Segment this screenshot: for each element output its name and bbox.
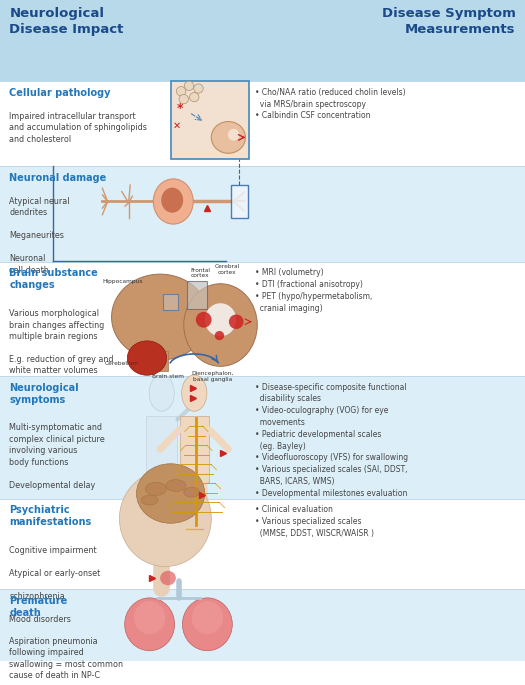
Bar [0, 82, 525, 166]
Bar [146, 416, 177, 489]
Bar [0, 0, 525, 82]
Text: Brain substance
changes: Brain substance changes [9, 269, 98, 290]
Ellipse shape [229, 314, 244, 329]
Ellipse shape [149, 375, 174, 411]
Text: Neurological
symptoms: Neurological symptoms [9, 382, 79, 405]
Text: Hippocampus: Hippocampus [102, 279, 143, 284]
Ellipse shape [125, 598, 175, 651]
Ellipse shape [134, 601, 165, 634]
Ellipse shape [136, 464, 205, 523]
Text: Frontal
cortex: Frontal cortex [191, 268, 211, 279]
Text: Aspiration pneumonia
following impaired
swallowing = most common
cause of death : Aspiration pneumonia following impaired … [9, 637, 123, 680]
Ellipse shape [194, 84, 203, 93]
Text: Premature
death: Premature death [9, 596, 68, 618]
Ellipse shape [141, 495, 158, 505]
Text: Cognitive impairment

Atypical or early-onset

schizophrenia

Mood disorders: Cognitive impairment Atypical or early-o… [9, 547, 101, 624]
Ellipse shape [182, 375, 207, 411]
Text: Diencephalon,
basal ganglia: Diencephalon, basal ganglia [192, 371, 234, 382]
Ellipse shape [153, 179, 193, 224]
Ellipse shape [190, 92, 199, 102]
Text: Atypical neural
dendrites

Meganeurites

Neuronal
cell death: Atypical neural dendrites Meganeurites N… [9, 197, 70, 275]
Ellipse shape [228, 129, 239, 140]
Ellipse shape [192, 601, 223, 634]
Bar [171, 82, 249, 158]
Ellipse shape [176, 86, 186, 96]
Text: ✕: ✕ [172, 121, 181, 131]
Text: • Disease-specific composite functional
  disability scales
• Video-oculography : • Disease-specific composite functional … [255, 382, 408, 498]
Text: Disease Symptom
Measurements: Disease Symptom Measurements [382, 7, 516, 36]
Text: Cellular pathology: Cellular pathology [9, 88, 111, 98]
Ellipse shape [184, 82, 194, 90]
Ellipse shape [127, 341, 166, 375]
Bar [0, 589, 525, 660]
Bar [0, 376, 525, 499]
Ellipse shape [179, 95, 188, 103]
Text: Psychiatric
manifestations: Psychiatric manifestations [9, 506, 92, 527]
Ellipse shape [211, 121, 246, 153]
Ellipse shape [183, 598, 232, 651]
Bar [0, 262, 525, 376]
Text: Various morphological
brain changes affecting
multiple brain regions

E.g. reduc: Various morphological brain changes affe… [9, 309, 114, 375]
Ellipse shape [160, 571, 176, 585]
Bar [0, 499, 525, 589]
Ellipse shape [205, 303, 236, 336]
Bar [187, 282, 207, 309]
Ellipse shape [161, 188, 183, 213]
Ellipse shape [184, 284, 257, 366]
Ellipse shape [215, 331, 224, 340]
Text: Multi-symptomatic and
complex clinical picture
involving various
body functions
: Multi-symptomatic and complex clinical p… [9, 423, 105, 490]
Bar [158, 351, 168, 371]
Text: • Clinical evaluation
• Various specialized scales
  (MMSE, DDST, WISCR/WAISR ): • Clinical evaluation • Various speciali… [255, 506, 374, 538]
Text: Cerebellum: Cerebellum [105, 361, 139, 366]
Bar [0, 166, 525, 262]
Text: *: * [176, 102, 183, 115]
Bar [180, 416, 209, 482]
Text: Brain stem: Brain stem [152, 374, 184, 379]
Ellipse shape [166, 479, 186, 492]
Text: • Cho/NAA ratio (reduced cholin levels)
  via MRS/brain spectroscopy
• Calbindin: • Cho/NAA ratio (reduced cholin levels) … [255, 88, 405, 121]
Ellipse shape [120, 471, 211, 566]
Ellipse shape [184, 487, 200, 497]
Bar [231, 185, 248, 218]
Text: Impaired intracellular transport
and accumulation of sphingolipids
and cholester: Impaired intracellular transport and acc… [9, 112, 148, 144]
Ellipse shape [111, 274, 209, 360]
Text: • MRI (volumetry)
• DTI (fractional anisotropy)
• PET (hypo/hypermetabolism,
  c: • MRI (volumetry) • DTI (fractional anis… [255, 269, 372, 312]
Text: Cerebral
cortex: Cerebral cortex [214, 264, 239, 275]
Text: Neurological
Disease Impact: Neurological Disease Impact [9, 7, 124, 36]
Ellipse shape [145, 482, 166, 495]
Text: Neuronal damage: Neuronal damage [9, 173, 107, 183]
Bar [163, 294, 178, 310]
Ellipse shape [196, 312, 212, 327]
